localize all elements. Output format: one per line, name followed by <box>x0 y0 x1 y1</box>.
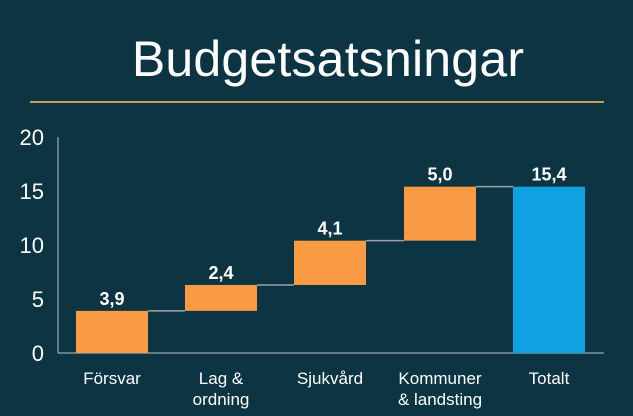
increment-bar <box>76 310 148 353</box>
data-label: 3,9 <box>99 289 124 309</box>
data-label: 4,1 <box>317 219 342 239</box>
category-label: ordning <box>193 390 250 409</box>
category-label: Totalt <box>529 369 570 388</box>
category-label: & landsting <box>398 390 482 409</box>
data-label: 2,4 <box>208 263 233 283</box>
y-tick-label: 0 <box>32 341 44 366</box>
y-tick-label: 15 <box>20 179 44 204</box>
y-tick-label: 10 <box>20 233 44 258</box>
category-label: Sjukvård <box>297 369 363 388</box>
data-label: 5,0 <box>427 165 452 185</box>
data-label: 15,4 <box>531 165 566 185</box>
increment-bar <box>404 186 476 241</box>
y-tick-label: 5 <box>32 287 44 312</box>
category-label: Kommuner <box>398 369 481 388</box>
total-bar <box>513 186 585 353</box>
chart-title: Budgetsatsningar <box>131 31 525 87</box>
y-tick-label: 20 <box>20 125 44 150</box>
category-label: Lag & <box>199 369 244 388</box>
increment-bar <box>294 240 366 285</box>
category-label: Försvar <box>83 369 141 388</box>
increment-bar <box>185 284 257 311</box>
title-divider <box>30 101 604 103</box>
